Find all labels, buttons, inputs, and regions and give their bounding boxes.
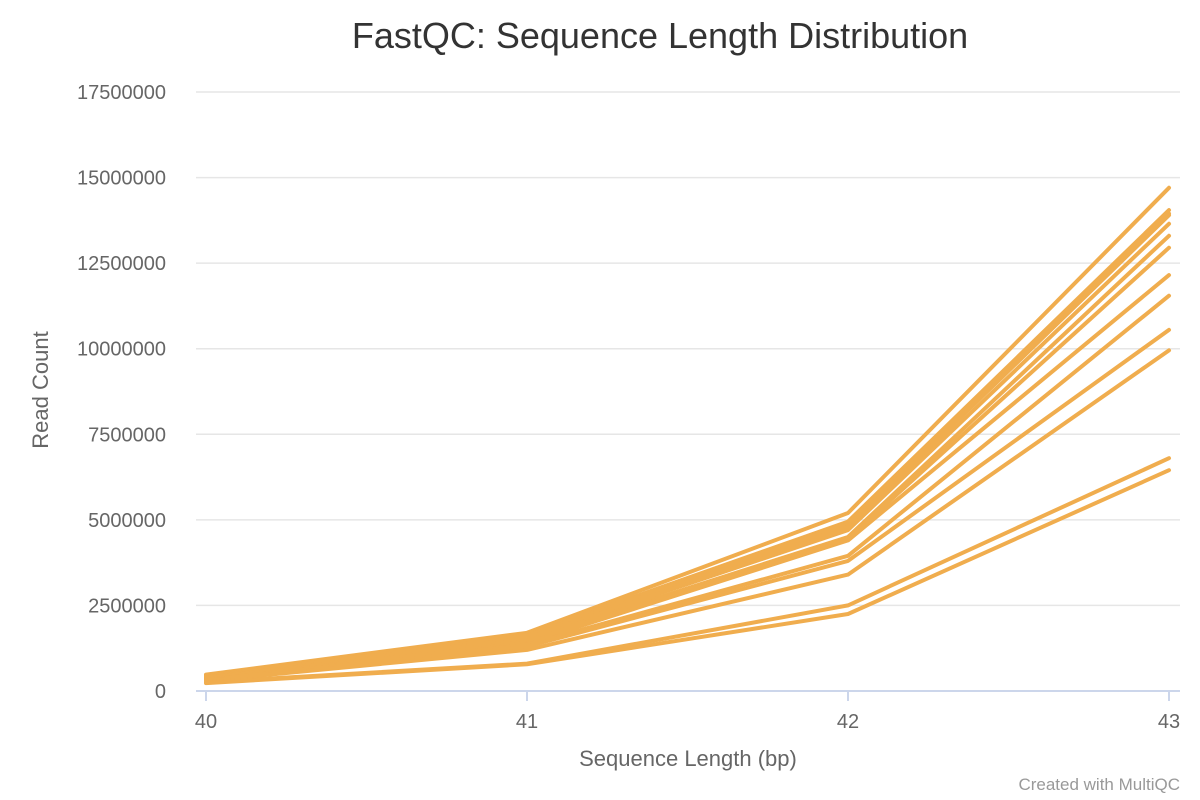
y-tick-label: 10000000 [77,339,166,361]
series-line-4[interactable] [204,213,1171,679]
x-tick-label: 42 [837,711,859,733]
chart-title: FastQC: Sequence Length Distribution [352,15,968,56]
y-tick-label: 5000000 [88,510,166,532]
series-lines[interactable] [204,185,1171,686]
y-axis-ticks: 0 2500000 5000000 7500000 10000000 12500000 15… [77,82,166,703]
series-line-12[interactable] [204,456,1171,685]
x-axis: 40 41 42 43 [195,690,1180,733]
series-line-3[interactable] [204,211,1171,679]
y-axis-title: Read Count [28,331,53,448]
multiqc-credit[interactable]: Created with MultiQC [1018,775,1180,794]
y-tick-label: 15000000 [77,168,166,190]
series-line-11[interactable] [204,348,1171,683]
series-line-13[interactable] [204,468,1171,686]
x-tick-label: 40 [195,711,217,733]
x-tick-label: 43 [1158,711,1180,733]
y-tick-label: 0 [155,681,166,703]
x-tick-label: 41 [516,711,538,733]
y-tick-label: 12500000 [77,253,166,275]
y-tick-label: 17500000 [77,82,166,104]
y-tick-label: 7500000 [88,424,166,446]
grid-lines [196,91,1180,607]
y-tick-label: 2500000 [88,595,166,617]
series-line-10[interactable] [204,327,1171,682]
x-axis-title: Sequence Length (bp) [579,746,797,771]
